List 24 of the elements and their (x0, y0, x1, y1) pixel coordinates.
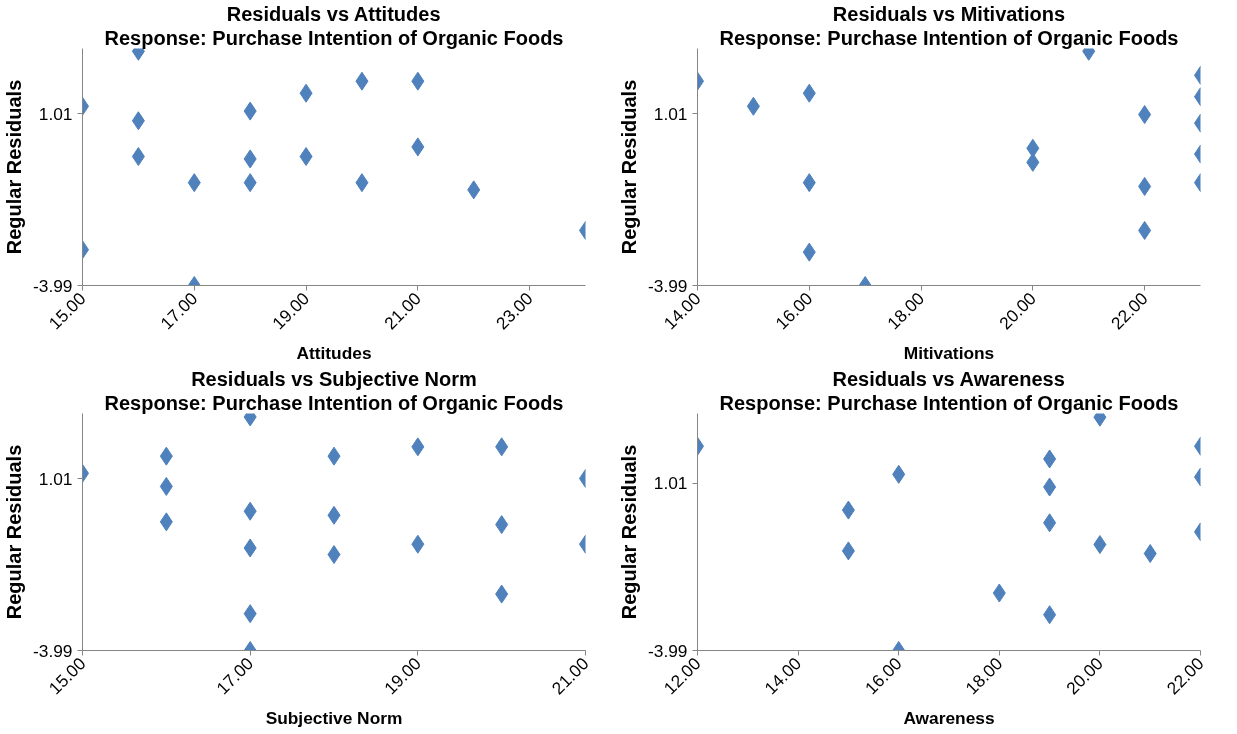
chart-subtitle: Response: Purchase Intention of Organic Foods (104, 26, 564, 49)
x-axis-title: Mitivations (903, 342, 995, 363)
chart-subtitle: Response: Purchase Intention of Organic Foods (104, 391, 564, 414)
y-axis-title: Regular Residuals (3, 79, 25, 255)
y-tick-label: -3.99 (33, 275, 73, 296)
y-tick-label: -3.99 (33, 640, 73, 661)
chart-title: Residuals vs Attitudes (226, 2, 441, 25)
x-axis-title: Attitudes (296, 342, 372, 363)
y-axis-title: Regular Residuals (3, 444, 25, 620)
y-tick-label: 1.01 (38, 468, 73, 489)
x-axis-title: Subjective Norm (265, 707, 403, 728)
chart-title: Residuals vs Mitivations (832, 2, 1066, 25)
chart-title: Residuals vs Awareness (832, 367, 1065, 390)
y-tick-label: 1.01 (38, 103, 73, 124)
y-tick-label: -3.99 (648, 640, 688, 661)
chart-subtitle: Response: Purchase Intention of Organic Foods (719, 391, 1179, 414)
x-axis-title: Awareness (903, 707, 995, 728)
y-tick-label: 1.01 (653, 103, 688, 124)
chart-subtitle: Response: Purchase Intention of Organic Foods (719, 26, 1179, 49)
chart-title: Residuals vs Subjective Norm (191, 367, 477, 390)
y-tick-label: -3.99 (648, 275, 688, 296)
y-axis-title: Regular Residuals (618, 79, 640, 255)
y-axis-title: Regular Residuals (618, 444, 640, 620)
y-tick-label: 1.01 (653, 473, 688, 494)
